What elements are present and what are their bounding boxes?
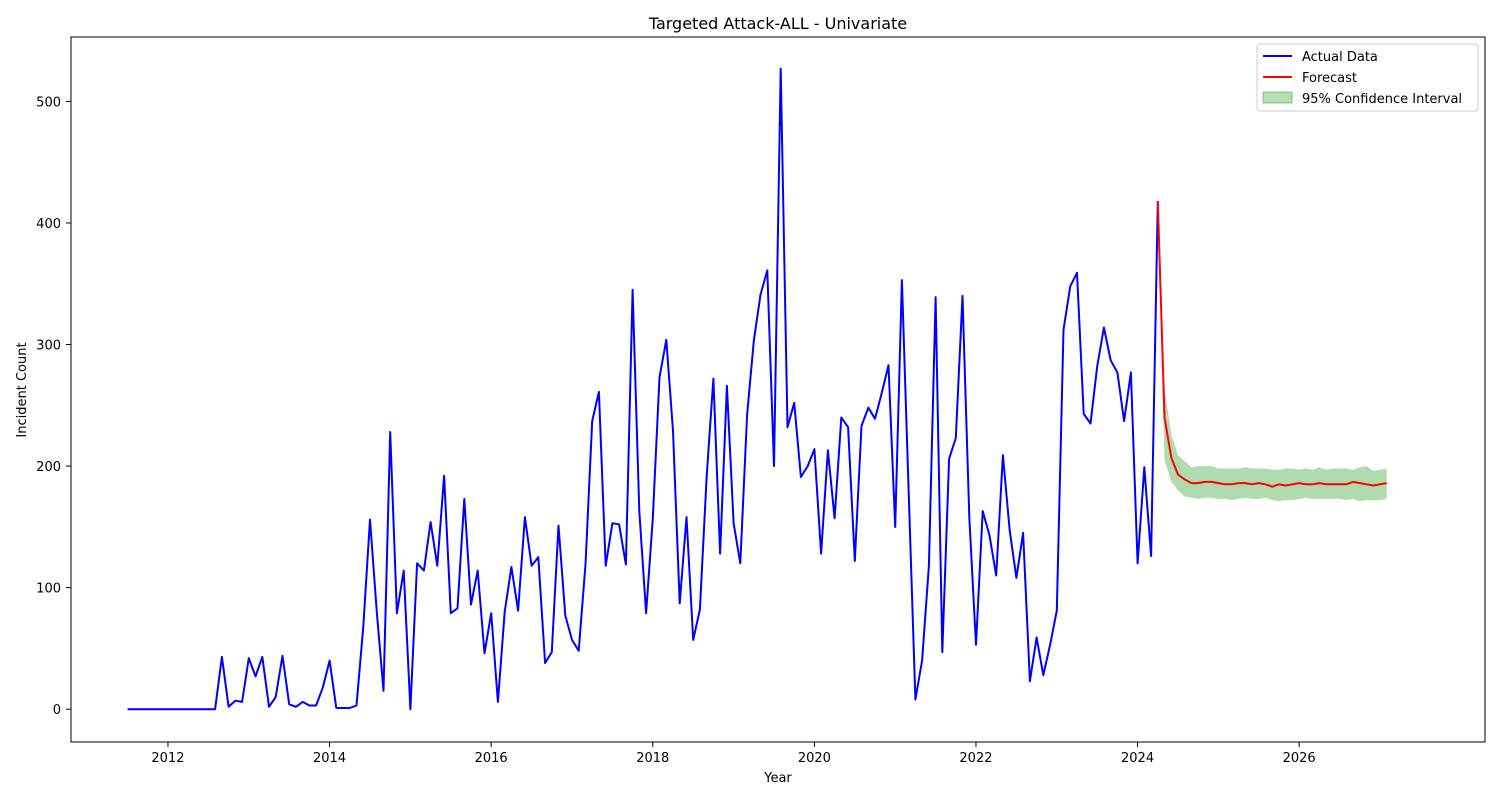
chart-title: Targeted Attack-ALL - Univariate <box>648 14 907 33</box>
y-axis-label: Incident Count <box>15 342 30 437</box>
actual-data-line <box>127 67 1159 711</box>
legend: Actual Data Forecast 95% Confidence Inte… <box>1256 43 1479 112</box>
plot-frame <box>70 36 1486 743</box>
x-tick-label: 2024 <box>1121 751 1154 766</box>
x-tick-label: 2022 <box>959 751 992 766</box>
confidence-band <box>1157 201 1387 502</box>
x-tick-label: 2012 <box>151 751 184 766</box>
forecast-line <box>1156 201 1387 488</box>
y-tick-label: 200 <box>36 460 61 475</box>
y-tick-label: 400 <box>36 217 61 232</box>
legend-label-actual: Actual Data <box>1302 50 1378 65</box>
y-tick-label: 100 <box>36 582 61 597</box>
legend-box <box>1256 43 1479 112</box>
x-axis-label: Year <box>763 771 792 786</box>
plot-area <box>127 67 1387 711</box>
x-tick-label: 2018 <box>636 751 669 766</box>
y-tick-label: 500 <box>36 95 61 110</box>
legend-label-confidence: 95% Confidence Interval <box>1302 92 1462 107</box>
x-tick-label: 2016 <box>475 751 508 766</box>
legend-label-forecast: Forecast <box>1302 71 1357 86</box>
x-tick-label: 2026 <box>1283 751 1316 766</box>
y-tick-label: 300 <box>36 339 61 354</box>
x-tick-label: 2014 <box>313 751 346 766</box>
axis-ticks: 2012 2014 2016 2018 2020 2022 2024 2026 0 100 200 3… <box>36 95 1316 766</box>
x-tick-label: 2020 <box>798 751 831 766</box>
legend-swatch-confidence <box>1262 91 1293 104</box>
y-tick-label: 0 <box>53 703 61 718</box>
